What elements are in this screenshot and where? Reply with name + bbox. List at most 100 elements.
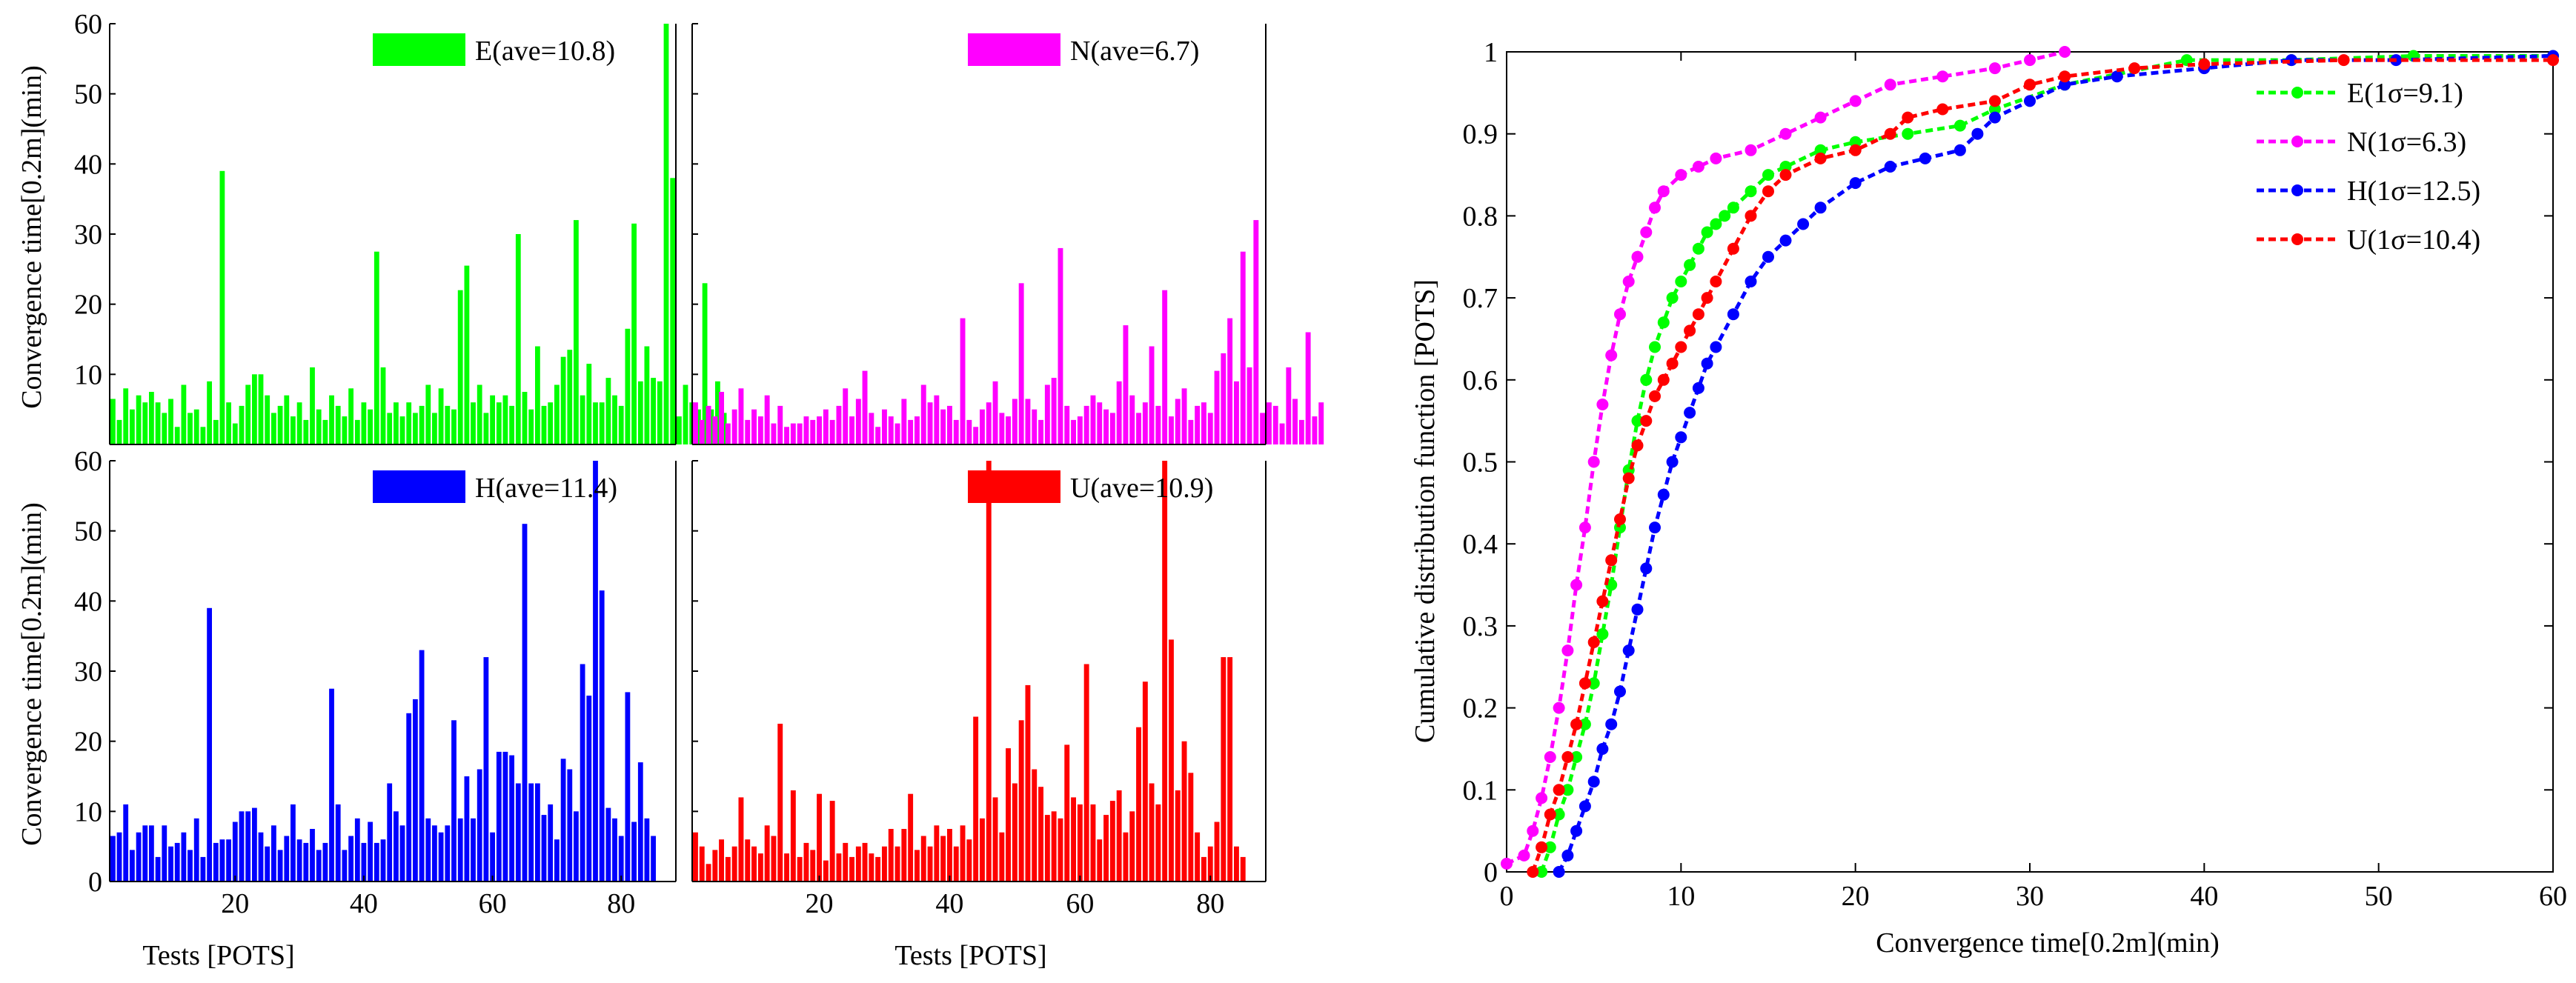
bar-H-31 [303, 842, 309, 882]
cdf-point-3-36 [2337, 54, 2350, 67]
bar-H-47 [406, 713, 412, 882]
bar-H-59 [483, 657, 489, 882]
bar-E-76 [593, 402, 598, 444]
cdf-point-0-27 [1849, 136, 1862, 148]
bar-N-85 [1240, 251, 1246, 444]
cdf-point-0-16 [1675, 276, 1687, 287]
cdf-point-3-34 [2128, 62, 2141, 75]
cdf-point-3-37 [2547, 54, 2559, 67]
cdf-point-2-9 [1631, 603, 1644, 616]
bar-U-84 [1234, 846, 1239, 882]
bar-H-20 [232, 822, 238, 882]
bar-N-64 [1103, 409, 1109, 444]
bar-H-30 [296, 839, 302, 882]
bars-ylabel-row1: Convergence time[0.2m](min) [16, 65, 47, 409]
xtick-label-U-20: 20 [806, 888, 834, 919]
legend-label-U: U(ave=10.9) [1070, 473, 1213, 504]
bar-U-18 [803, 842, 809, 882]
cdf-point-3-19 [1692, 308, 1704, 321]
cdf-point-3-35 [2198, 58, 2211, 70]
bar-N-2 [699, 419, 705, 444]
bar-E-89 [677, 416, 682, 444]
cdf-legend-label-0: E(1σ=9.1) [2347, 78, 2463, 109]
bar-U-23 [836, 853, 842, 882]
bar-E-32 [310, 367, 315, 444]
bar-H-55 [457, 818, 463, 882]
cdf-point-1-24 [1849, 95, 1862, 107]
bar-H-13 [187, 850, 193, 882]
bar-U-32 [894, 846, 900, 882]
cdf-point-1-4 [1544, 751, 1556, 763]
bar-N-65 [1109, 413, 1115, 444]
bar-E-61 [496, 402, 502, 444]
bar-E-70 [554, 384, 560, 444]
bar-E-74 [580, 395, 585, 444]
bar-H-23 [252, 807, 257, 882]
bar-N-82 [1221, 353, 1226, 444]
bar-U-13 [771, 836, 777, 882]
cdf-point-0-32 [2180, 54, 2193, 67]
bar-E-73 [574, 220, 579, 444]
bar-U-24 [843, 842, 849, 882]
bar-H-9 [162, 825, 167, 882]
bar-N-17 [797, 423, 803, 444]
bar-E-47 [406, 402, 412, 444]
bar-N-33 [901, 399, 907, 444]
bar-H-15 [200, 856, 206, 882]
xtick-label-U-60: 60 [1066, 888, 1094, 919]
bar-N-77 [1188, 419, 1194, 444]
bar-U-39 [940, 836, 946, 882]
bar-U-40 [947, 829, 952, 882]
cdf-xtick-label-50: 50 [2365, 881, 2393, 912]
bar-N-56 [1051, 378, 1057, 444]
bar-E-50 [425, 384, 431, 444]
bar-E-18 [219, 170, 225, 445]
bar-U-15 [784, 853, 789, 882]
bar-U-45 [980, 818, 985, 882]
xtick-label-U-40: 40 [935, 888, 963, 919]
bar-U-37 [927, 846, 933, 882]
cdf-point-3-28 [1884, 127, 1896, 140]
bar-E-59 [483, 413, 489, 444]
cdf-xlabel: Convergence time[0.2m](min) [1876, 927, 2220, 959]
bar-U-4 [712, 850, 718, 882]
bar-U-76 [1181, 741, 1187, 882]
bar-N-52 [1025, 399, 1031, 444]
cdf-point-0-7 [1596, 628, 1609, 640]
cdf-point-1-12 [1614, 308, 1626, 321]
bar-U-54 [1038, 787, 1043, 882]
cdf-line-3 [1530, 58, 2553, 873]
cdf-point-2-4 [1587, 776, 1600, 788]
bar-U-28 [869, 853, 874, 882]
bar-H-67 [535, 783, 540, 882]
bar-H-39 [354, 818, 360, 882]
ytick-label-E-30: 30 [74, 219, 102, 250]
cdf-point-0-23 [1745, 185, 1757, 198]
ytick-label-E-50: 50 [74, 79, 102, 110]
bar-N-50 [1012, 399, 1018, 444]
bar-N-45 [980, 409, 985, 444]
cdf-ytick-label-0.3: 0.3 [1463, 611, 1498, 642]
bar-U-78 [1195, 832, 1201, 882]
bar-U-34 [908, 793, 914, 882]
cdf-point-3-3 [1553, 784, 1565, 796]
bar-H-34 [322, 842, 328, 882]
bar-H-77 [599, 590, 605, 882]
ytick-label-H-30: 30 [74, 656, 102, 687]
bar-N-26 [855, 399, 861, 444]
cdf-point-2-14 [1675, 431, 1687, 444]
cdf-point-0-1 [1544, 841, 1556, 853]
bar-E-84 [644, 346, 650, 444]
bar-U-67 [1123, 832, 1129, 882]
cdf-ytick-label-0.7: 0.7 [1463, 283, 1498, 314]
bar-E-62 [502, 395, 508, 444]
cdf-point-1-14 [1631, 250, 1644, 263]
bar-U-46 [986, 461, 992, 882]
bar-H-21 [239, 811, 245, 882]
bar-U-42 [960, 825, 966, 882]
bar-E-6 [142, 402, 148, 444]
cdf-point-2-31 [2024, 95, 2036, 107]
cdf-point-0-22 [1727, 201, 1739, 214]
ytick-label-H-20: 20 [74, 727, 102, 758]
